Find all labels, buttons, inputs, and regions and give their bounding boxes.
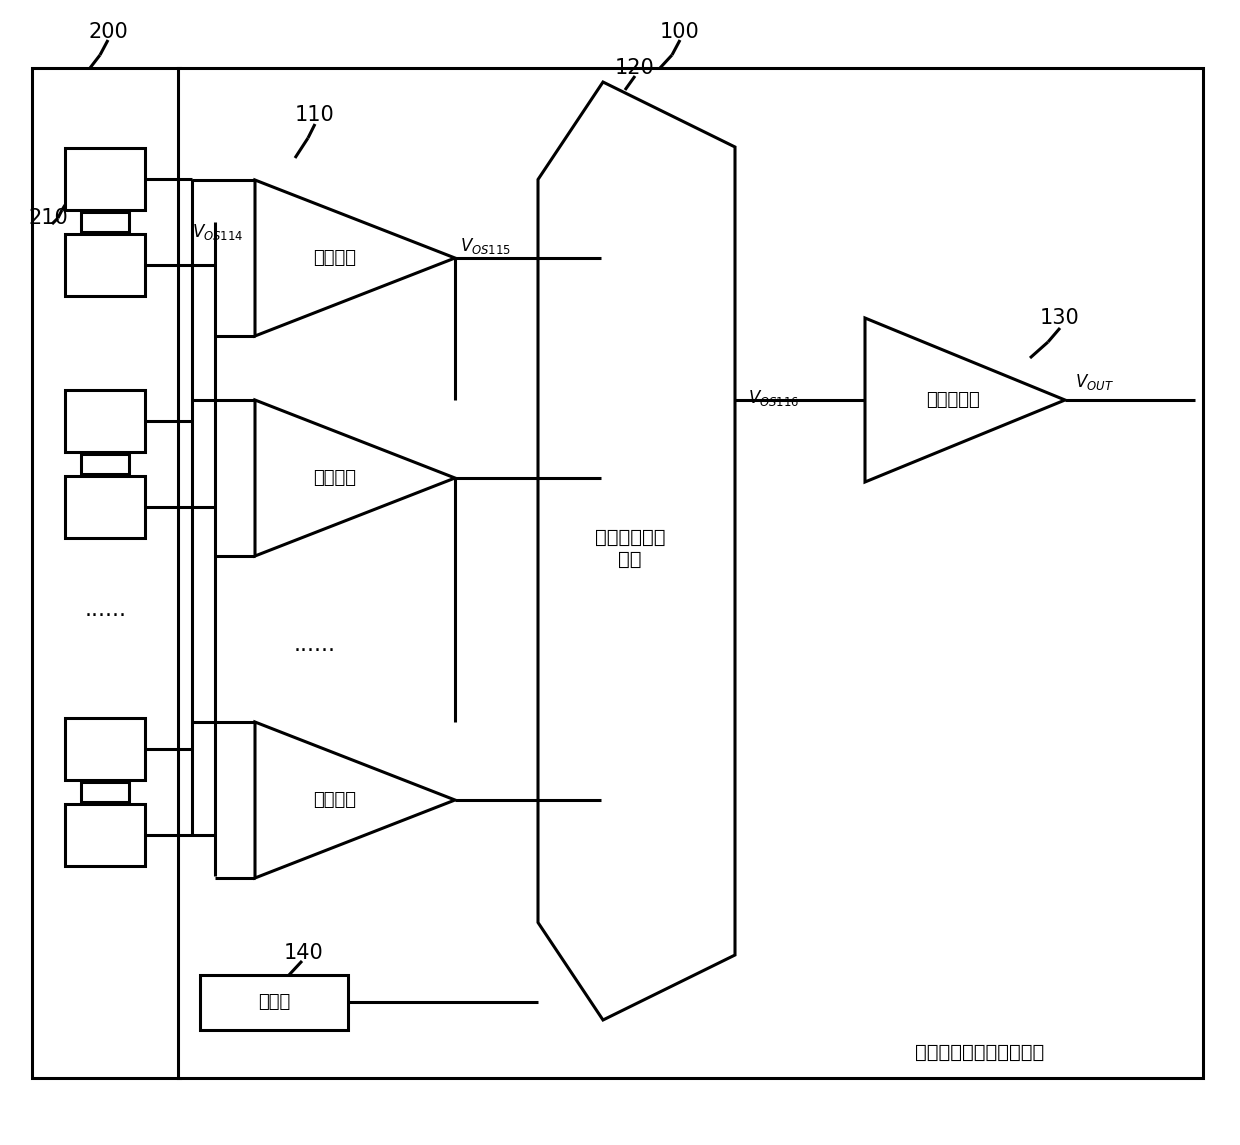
Text: 采样单元: 采样单元 — [314, 248, 357, 267]
Text: 采样单元: 采样单元 — [314, 469, 357, 487]
Polygon shape — [255, 180, 455, 335]
Bar — [64, 718, 145, 780]
Text: 110: 110 — [295, 105, 335, 125]
Polygon shape — [255, 722, 455, 878]
Polygon shape — [255, 400, 455, 556]
Text: 140: 140 — [284, 943, 324, 963]
Text: 译码器: 译码器 — [258, 993, 290, 1011]
Bar — [200, 976, 348, 1030]
Text: 采样单元: 采样单元 — [314, 791, 357, 810]
Bar — [64, 476, 145, 538]
Bar — [64, 234, 145, 297]
Text: $V_{OS115}$: $V_{OS115}$ — [460, 236, 511, 256]
Bar — [179, 68, 1203, 1077]
Bar — [64, 148, 145, 210]
Text: 100: 100 — [660, 22, 699, 42]
Text: $V_{OS114}$: $V_{OS114}$ — [192, 222, 243, 242]
Text: $V_{OS116}$: $V_{OS116}$ — [748, 388, 800, 408]
Polygon shape — [538, 82, 735, 1020]
Bar — [64, 390, 145, 452]
Text: $V_{OUT}$: $V_{OUT}$ — [1075, 372, 1114, 392]
Text: 多通道信号选
择器: 多通道信号选 择器 — [595, 528, 665, 569]
Text: 200: 200 — [88, 22, 128, 42]
Text: ......: ...... — [86, 600, 126, 619]
Bar — [81, 212, 129, 232]
Text: 210: 210 — [29, 208, 68, 228]
Text: 输出缓冲器: 输出缓冲器 — [926, 390, 980, 409]
Text: 120: 120 — [615, 58, 655, 78]
Text: 电池包电芯电压采样系统: 电池包电芯电压采样系统 — [915, 1042, 1044, 1061]
Text: 130: 130 — [1040, 308, 1080, 327]
Bar — [64, 804, 145, 866]
Polygon shape — [866, 318, 1065, 482]
Text: ......: ...... — [294, 635, 336, 655]
Bar — [81, 455, 129, 474]
Bar — [81, 782, 129, 802]
Bar — [32, 68, 180, 1077]
